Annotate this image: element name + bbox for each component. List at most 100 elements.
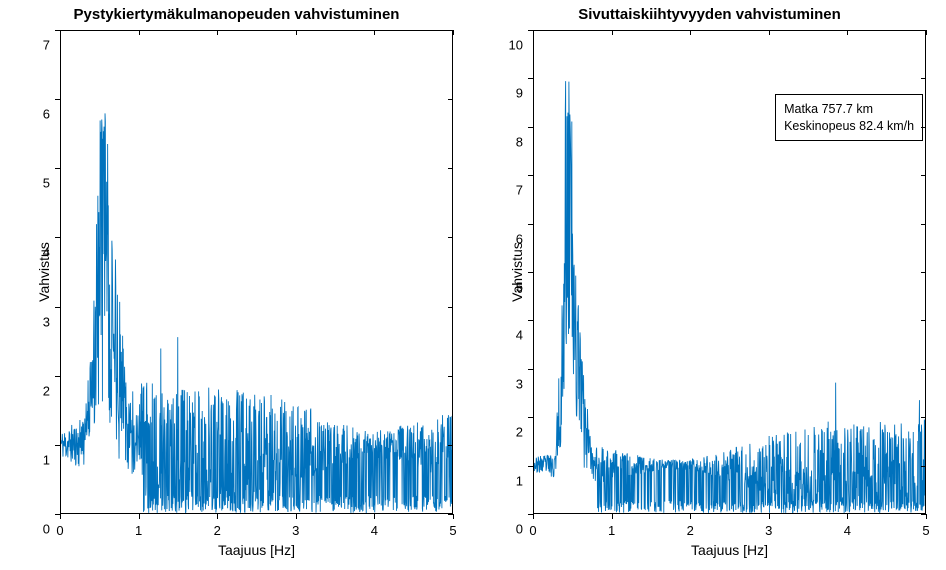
right-ytick-right (921, 369, 926, 370)
right-ytick (528, 369, 533, 370)
right-ytick-label: 0 (516, 522, 523, 537)
right-panel: Sivuttaiskiihtyvyyden vahvistuminen Matk… (473, 4, 946, 566)
left-xtick (60, 514, 61, 519)
right-title: Sivuttaiskiihtyvyyden vahvistuminen (473, 6, 946, 23)
left-ytick (55, 168, 60, 169)
left-ytick-label: 4 (43, 245, 50, 260)
left-xtick-top (60, 30, 61, 35)
left-ytick-right (448, 168, 453, 169)
right-xtick (612, 514, 613, 519)
right-ytick-right (921, 514, 926, 515)
right-xtick-top (533, 30, 534, 35)
right-xtick-label: 2 (687, 523, 694, 538)
right-info-line: Matka 757.7 km (784, 101, 914, 118)
right-xtick-label: 3 (765, 523, 772, 538)
right-ytick (528, 466, 533, 467)
right-series-line (534, 81, 925, 513)
left-xtick-label: 5 (449, 523, 456, 538)
left-xtick (139, 514, 140, 519)
left-ytick-right (448, 99, 453, 100)
right-ytick-label: 9 (516, 86, 523, 101)
right-xtick (847, 514, 848, 519)
right-ytick (528, 272, 533, 273)
left-xtick (217, 514, 218, 519)
left-ytick-right (448, 30, 453, 31)
right-ytick (528, 224, 533, 225)
right-info-box: Matka 757.7 kmKeskinopeus 82.4 km/h (775, 94, 923, 142)
left-ytick-right (448, 445, 453, 446)
left-axes-wrap: Vahvistus Taajuus [Hz] 01234501234567 (60, 30, 453, 514)
left-ytick (55, 445, 60, 446)
left-xtick-top (217, 30, 218, 35)
left-ytick (55, 30, 60, 31)
left-panel: Pystykiertymäkulmanopeuden vahvistuminen… (0, 4, 473, 566)
left-xtick (374, 514, 375, 519)
right-xtick (533, 514, 534, 519)
right-ytick-label: 7 (516, 183, 523, 198)
left-series-line (61, 113, 452, 513)
right-ytick (528, 30, 533, 31)
left-ytick-label: 6 (43, 107, 50, 122)
right-ytick-label: 1 (516, 473, 523, 488)
right-ytick-right (921, 30, 926, 31)
right-ytick-right (921, 417, 926, 418)
left-ytick (55, 376, 60, 377)
right-ytick-right (921, 224, 926, 225)
right-ytick-right (921, 78, 926, 79)
left-xlabel: Taajuus [Hz] (60, 542, 453, 558)
left-ytick-label: 0 (43, 522, 50, 537)
left-ytick (55, 514, 60, 515)
left-xtick-top (453, 30, 454, 35)
left-xtick-top (374, 30, 375, 35)
right-ytick-label: 8 (516, 134, 523, 149)
left-xtick-label: 4 (371, 523, 378, 538)
right-ytick (528, 417, 533, 418)
left-ytick-label: 2 (43, 383, 50, 398)
left-ytick-label: 7 (43, 38, 50, 53)
right-xtick-top (769, 30, 770, 35)
right-ytick-right (921, 127, 926, 128)
right-ytick-label: 3 (516, 376, 523, 391)
right-xtick (926, 514, 927, 519)
right-ytick-right (921, 175, 926, 176)
left-ytick (55, 99, 60, 100)
right-ytick (528, 514, 533, 515)
right-ytick-right (921, 272, 926, 273)
right-ytick-right (921, 466, 926, 467)
left-ytick-label: 3 (43, 314, 50, 329)
right-info-line: Keskinopeus 82.4 km/h (784, 118, 914, 135)
right-ytick (528, 78, 533, 79)
right-xtick-label: 5 (922, 523, 929, 538)
left-xtick (296, 514, 297, 519)
left-xtick (453, 514, 454, 519)
right-xtick-top (926, 30, 927, 35)
right-ytick-label: 4 (516, 328, 523, 343)
left-xtick-label: 1 (135, 523, 142, 538)
left-ytick-label: 5 (43, 176, 50, 191)
right-xtick-label: 1 (608, 523, 615, 538)
right-ytick (528, 127, 533, 128)
left-ytick (55, 237, 60, 238)
right-xtick (690, 514, 691, 519)
right-ytick-label: 5 (516, 280, 523, 295)
left-ytick-right (448, 237, 453, 238)
left-ytick-label: 1 (43, 452, 50, 467)
left-ytick (55, 307, 60, 308)
left-ytick-right (448, 376, 453, 377)
right-xlabel: Taajuus [Hz] (533, 542, 926, 558)
right-xtick (769, 514, 770, 519)
right-ytick-label: 2 (516, 425, 523, 440)
right-xtick-label: 0 (529, 523, 536, 538)
left-title: Pystykiertymäkulmanopeuden vahvistuminen (0, 6, 473, 23)
left-axes (60, 30, 453, 514)
right-xtick-top (690, 30, 691, 35)
left-plot (61, 31, 452, 513)
right-axes-wrap: Matka 757.7 kmKeskinopeus 82.4 km/h Vahv… (533, 30, 926, 514)
right-axes: Matka 757.7 kmKeskinopeus 82.4 km/h (533, 30, 926, 514)
right-xtick-top (612, 30, 613, 35)
left-ytick-right (448, 514, 453, 515)
left-xtick-label: 0 (56, 523, 63, 538)
right-xtick-label: 4 (844, 523, 851, 538)
right-ytick-label: 10 (509, 38, 523, 53)
figure: Pystykiertymäkulmanopeuden vahvistuminen… (0, 0, 946, 570)
